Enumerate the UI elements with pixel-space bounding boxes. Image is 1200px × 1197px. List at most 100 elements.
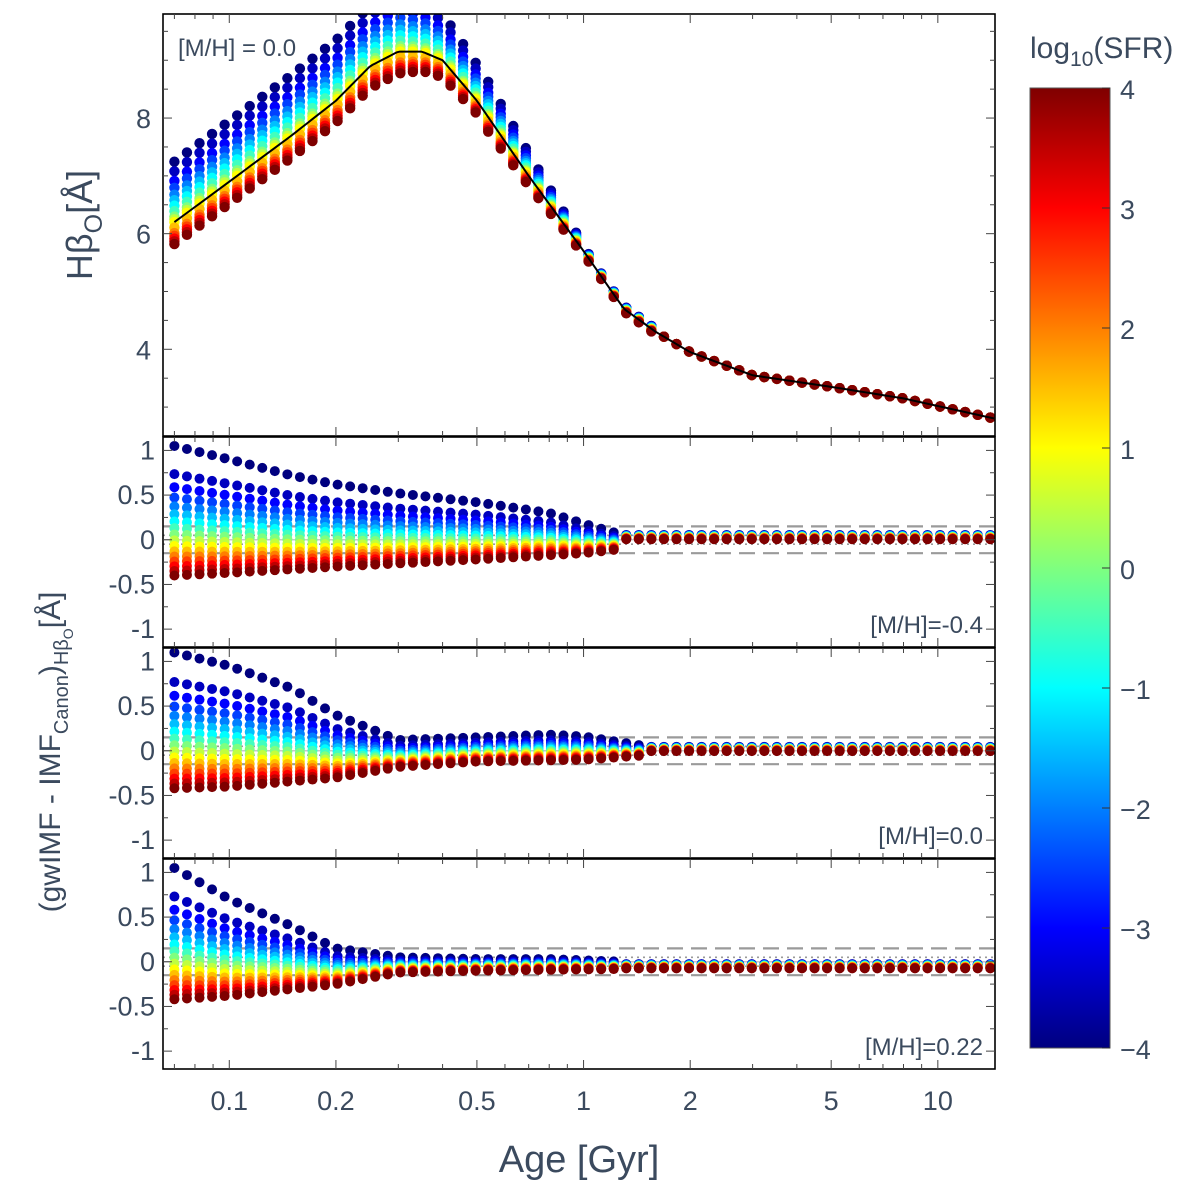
residual-data-point: [194, 992, 205, 1003]
residual-data-point: [621, 963, 632, 974]
top-data-point: [194, 147, 205, 158]
residual-data-point: [859, 746, 870, 757]
top-data-point: [408, 0, 418, 10]
residual-data-point: [972, 534, 983, 545]
residual-data-point: [169, 690, 180, 701]
residual-data-point: [244, 712, 255, 723]
residual-data-point: [407, 967, 418, 978]
y-tick-label: 0.5: [117, 480, 155, 510]
residual-data-point: [909, 534, 920, 545]
residual-data-point: [232, 456, 243, 467]
residual-data-point: [332, 943, 343, 954]
top-data-point: [344, 30, 356, 41]
residual-data-point: [746, 746, 757, 757]
residual-data-point: [558, 755, 569, 766]
residual-data-point: [219, 991, 230, 1002]
canonical-curve-line: [173, 50, 995, 420]
residual-data-point: [181, 569, 192, 580]
top-data-point: [508, 160, 519, 171]
residual-data-point: [520, 551, 531, 562]
top-data-point: [206, 211, 218, 222]
residual-data-point: [847, 963, 858, 974]
residual-data-point: [244, 921, 255, 932]
residual-data-point: [181, 679, 192, 690]
residual-data-point: [294, 563, 305, 574]
residual-data-point: [407, 489, 418, 500]
residual-data-point: [269, 565, 280, 576]
top-data-point: [332, 33, 343, 44]
residual-data-point: [219, 478, 230, 489]
residual-data-point: [194, 569, 205, 580]
top-data-point: [231, 119, 243, 131]
residual-data-point: [207, 696, 218, 707]
residual-data-point: [269, 497, 280, 508]
residual-data-point: [257, 695, 268, 706]
residual-data-point: [583, 964, 594, 975]
residual-data-point: [370, 725, 381, 736]
residual-data-point: [320, 980, 331, 991]
residual-data-point: [558, 964, 569, 975]
residual-data-point: [169, 891, 180, 902]
top-data-point: [370, 0, 380, 8]
residual-data-point: [332, 710, 343, 721]
residual-data-point: [194, 704, 205, 715]
residual-panel-points: [169, 648, 995, 794]
residual-panel-annotation: [M/H]=0.22: [865, 1034, 983, 1061]
residual-data-point: [269, 466, 280, 477]
residual-data-point: [596, 964, 607, 975]
residual-data-point: [432, 556, 443, 567]
residual-data-point: [935, 746, 946, 757]
residual-data-point: [345, 770, 356, 781]
residual-data-point: [232, 689, 243, 700]
residual-data-point: [332, 561, 343, 572]
top-panel-points: [169, 0, 995, 423]
residual-data-point: [458, 495, 469, 506]
top-data-point: [219, 201, 230, 213]
residual-data-point: [332, 479, 343, 490]
residual-panel-annotation: [M/H]=-0.4: [870, 612, 983, 639]
residual-data-point: [320, 937, 331, 948]
residual-data-point: [181, 870, 192, 881]
residual-data-point: [219, 716, 230, 727]
top-data-point: [533, 192, 544, 204]
colorbar-tick-label: −1: [1120, 675, 1151, 705]
top-data-point: [420, 66, 431, 78]
top-data-point: [219, 119, 230, 130]
colorbar-tick-label: 0: [1120, 555, 1135, 585]
top-data-point: [181, 156, 193, 168]
residual-data-point: [382, 502, 393, 513]
residual-data-point: [320, 773, 331, 784]
top-y-axis-label: HβO[Å]: [59, 170, 108, 280]
residual-data-point: [232, 663, 243, 674]
residual-data-point: [721, 534, 732, 545]
residual-data-point: [232, 917, 243, 928]
top-data-point: [206, 128, 218, 140]
top-data-point: [294, 63, 306, 74]
residual-data-point: [181, 909, 192, 920]
residual-data-point: [194, 931, 205, 942]
residual-data-point: [646, 746, 657, 757]
colorbar-gradient: [1029, 87, 1111, 1049]
top-data-point: [206, 138, 218, 149]
residual-data-point: [834, 534, 845, 545]
top-data-point: [520, 176, 532, 188]
top-data-point: [219, 129, 230, 140]
residual-data-point: [194, 473, 205, 484]
top-data-point: [269, 91, 281, 103]
top-data-point: [332, 43, 343, 54]
residual-data-point: [345, 715, 356, 726]
residual-data-point: [232, 500, 243, 511]
top-data-point: [382, 73, 393, 85]
residual-data-point: [684, 534, 695, 545]
top-data-point: [282, 155, 293, 166]
residual-data-point: [859, 963, 870, 974]
residual-data-point: [809, 746, 820, 757]
residual-data-point: [771, 963, 782, 974]
top-data-point: [257, 173, 268, 185]
residual-data-point: [470, 756, 481, 767]
residual-data-point: [809, 534, 820, 545]
residual-data-point: [207, 722, 218, 733]
residual-data-point: [533, 550, 544, 561]
residual-data-point: [307, 981, 318, 992]
top-data-point: [307, 135, 318, 147]
